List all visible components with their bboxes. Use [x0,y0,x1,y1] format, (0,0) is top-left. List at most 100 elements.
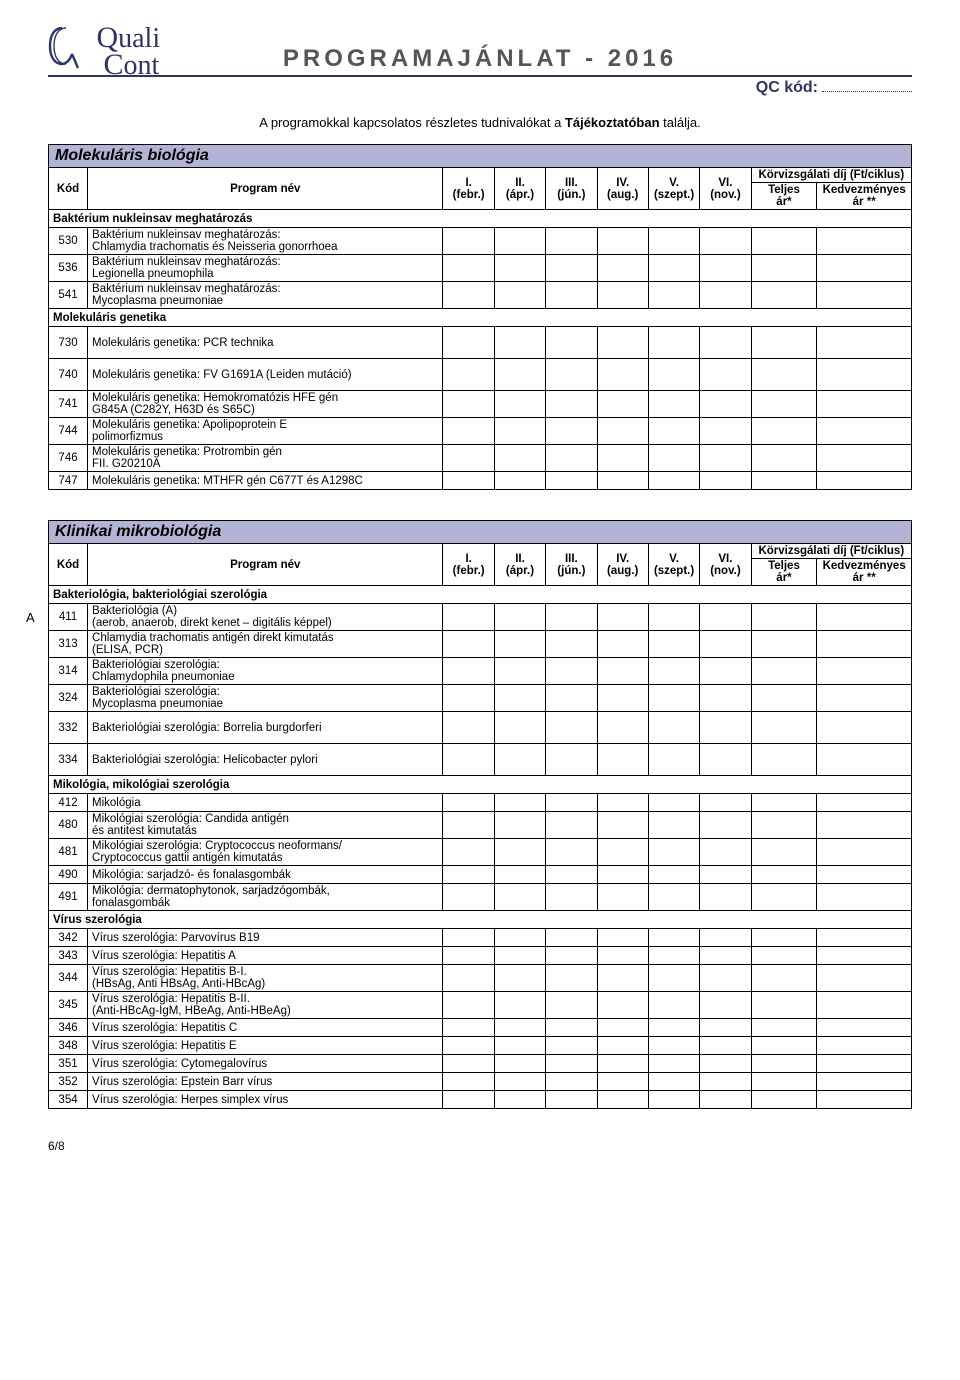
cell-month[interactable] [700,685,751,712]
cell-month[interactable] [546,282,597,309]
cell-month[interactable] [546,391,597,418]
cell-month[interactable] [648,418,699,445]
cell-month[interactable] [648,1091,699,1109]
cell-month[interactable] [494,866,545,884]
cell-month[interactable] [700,255,751,282]
cell-month[interactable] [700,965,751,992]
cell-month[interactable] [494,839,545,866]
cell-month[interactable] [648,685,699,712]
cell-month[interactable] [494,418,545,445]
cell-month[interactable] [443,839,494,866]
cell-month[interactable] [546,992,597,1019]
cell-month[interactable] [546,947,597,965]
cell-month[interactable] [597,1055,648,1073]
cell-month[interactable] [494,1073,545,1091]
cell-month[interactable] [700,712,751,744]
cell-month[interactable] [597,604,648,631]
cell-month[interactable] [494,712,545,744]
cell-month[interactable] [494,472,545,490]
cell-month[interactable] [443,1073,494,1091]
cell-month[interactable] [648,712,699,744]
cell-month[interactable] [443,744,494,776]
cell-month[interactable] [443,685,494,712]
cell-month[interactable] [700,631,751,658]
cell-month[interactable] [546,604,597,631]
cell-month[interactable] [443,1019,494,1037]
cell-month[interactable] [443,658,494,685]
cell-month[interactable] [494,391,545,418]
cell-month[interactable] [648,1037,699,1055]
cell-month[interactable] [546,445,597,472]
cell-month[interactable] [494,1055,545,1073]
cell-month[interactable] [546,929,597,947]
cell-month[interactable] [546,658,597,685]
cell-month[interactable] [443,604,494,631]
cell-month[interactable] [597,794,648,812]
cell-month[interactable] [648,228,699,255]
cell-month[interactable] [494,794,545,812]
cell-month[interactable] [546,965,597,992]
cell-month[interactable] [546,359,597,391]
cell-month[interactable] [494,947,545,965]
cell-month[interactable] [700,812,751,839]
cell-month[interactable] [597,282,648,309]
cell-month[interactable] [494,359,545,391]
cell-month[interactable] [494,445,545,472]
cell-month[interactable] [443,391,494,418]
cell-month[interactable] [700,359,751,391]
cell-month[interactable] [546,884,597,911]
cell-month[interactable] [700,658,751,685]
cell-month[interactable] [700,839,751,866]
cell-month[interactable] [700,1055,751,1073]
cell-month[interactable] [597,255,648,282]
cell-month[interactable] [597,631,648,658]
cell-month[interactable] [546,472,597,490]
cell-month[interactable] [443,359,494,391]
cell-month[interactable] [494,812,545,839]
cell-month[interactable] [546,1073,597,1091]
cell-month[interactable] [443,1037,494,1055]
cell-month[interactable] [648,1073,699,1091]
cell-month[interactable] [494,992,545,1019]
cell-month[interactable] [700,1037,751,1055]
cell-month[interactable] [597,839,648,866]
cell-month[interactable] [648,744,699,776]
cell-month[interactable] [443,445,494,472]
cell-month[interactable] [597,947,648,965]
cell-month[interactable] [443,794,494,812]
cell-month[interactable] [546,631,597,658]
cell-month[interactable] [494,685,545,712]
cell-month[interactable] [443,812,494,839]
cell-month[interactable] [597,391,648,418]
cell-month[interactable] [443,327,494,359]
cell-month[interactable] [546,1037,597,1055]
cell-month[interactable] [597,712,648,744]
cell-month[interactable] [443,1091,494,1109]
cell-month[interactable] [597,327,648,359]
cell-month[interactable] [546,839,597,866]
cell-month[interactable] [700,884,751,911]
cell-month[interactable] [597,1091,648,1109]
cell-month[interactable] [494,1019,545,1037]
cell-month[interactable] [700,604,751,631]
cell-month[interactable] [700,794,751,812]
cell-month[interactable] [494,884,545,911]
cell-month[interactable] [700,929,751,947]
cell-month[interactable] [546,812,597,839]
cell-month[interactable] [443,884,494,911]
cell-month[interactable] [443,472,494,490]
cell-month[interactable] [648,884,699,911]
cell-month[interactable] [494,604,545,631]
cell-month[interactable] [700,282,751,309]
cell-month[interactable] [443,929,494,947]
cell-month[interactable] [597,472,648,490]
cell-month[interactable] [443,282,494,309]
cell-month[interactable] [597,884,648,911]
cell-month[interactable] [597,1073,648,1091]
cell-month[interactable] [443,965,494,992]
cell-month[interactable] [597,658,648,685]
cell-month[interactable] [494,228,545,255]
cell-month[interactable] [546,327,597,359]
cell-month[interactable] [648,391,699,418]
cell-month[interactable] [546,794,597,812]
